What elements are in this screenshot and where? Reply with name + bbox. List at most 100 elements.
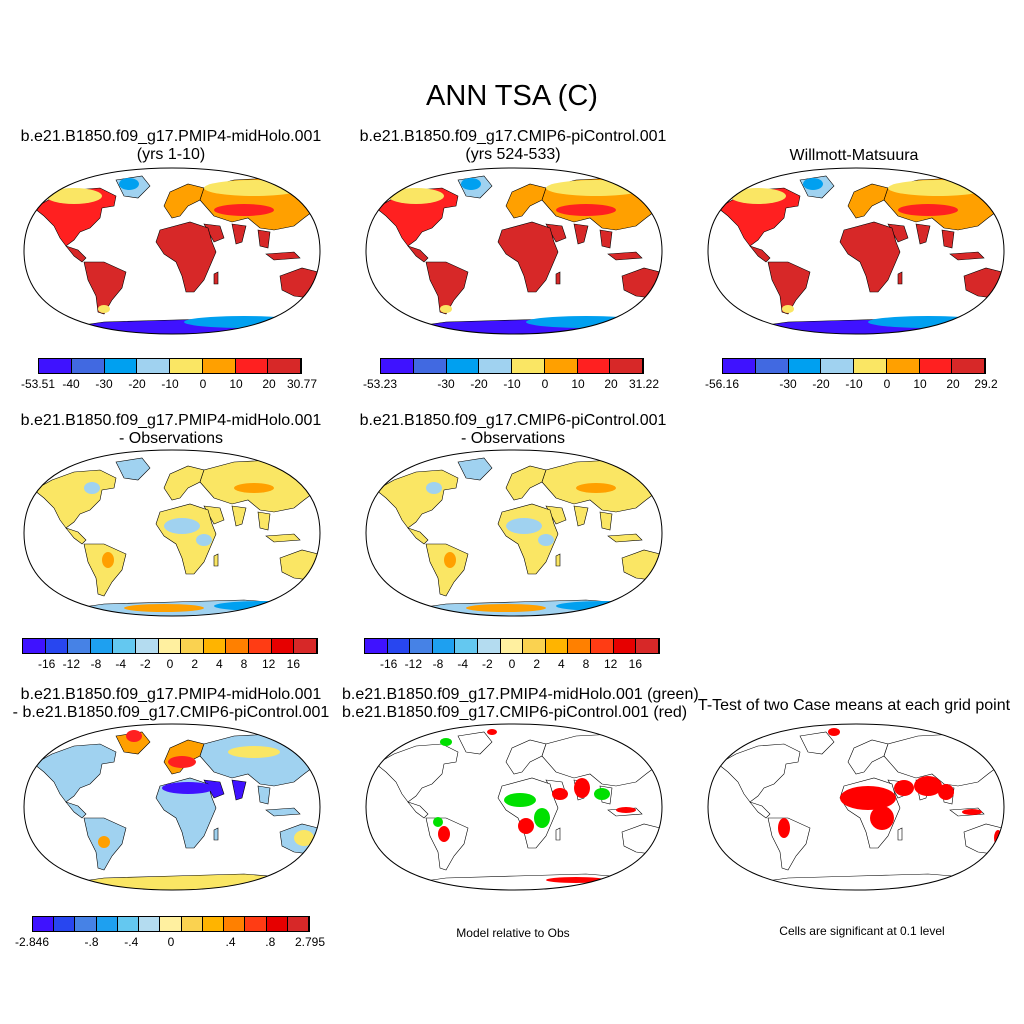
colorbar-tick-label: 20 (946, 377, 960, 391)
warm-europe (168, 756, 196, 768)
landmass-australia (621, 267, 662, 299)
sig-arabia (894, 780, 914, 796)
colorbar-box (75, 917, 97, 931)
landmass-centralAmerica (749, 245, 771, 263)
landmass-greenland (799, 731, 835, 755)
landmass-madagascar (555, 553, 561, 567)
map-content (33, 457, 320, 616)
landmass-seAsia (941, 229, 955, 249)
colorbar-tick-label: 16 (628, 657, 643, 671)
landmass-arabia (203, 505, 225, 525)
landmass-asia (541, 733, 662, 787)
landmass-indonesia (265, 533, 301, 543)
cold-antarctica-edge (526, 316, 646, 328)
colorbar-box (90, 639, 114, 653)
panel-6-title: b.e21.B1850.f09_g17.PMIP4-midHolo.001 - … (0, 686, 342, 722)
landmass-asia (199, 733, 320, 787)
landmass-greenland (457, 731, 493, 755)
colorbar-boxes (22, 638, 318, 654)
colorbar-tick-label: 2.795 (294, 935, 326, 949)
colorbar-box (413, 359, 447, 373)
landmass-africa (497, 221, 559, 293)
warm-central-asia (234, 483, 274, 493)
colorbar-box (139, 917, 161, 931)
red-indonesia (616, 807, 636, 813)
panel-4-title-line2: - Observations (118, 430, 224, 447)
colorbar-box (226, 639, 250, 653)
panel-5-title: b.e21.B1850.f09_g17.CMIP6-piControl.001 … (342, 412, 684, 448)
landmass-seAsia (599, 229, 613, 249)
note-significance: Cells are significant at 0.1 level (779, 924, 945, 938)
colorbar-box (45, 639, 69, 653)
panel-2-title: b.e21.B1850.f09_g17.CMIP6-piControl.001 … (342, 128, 684, 164)
cold-siberia (204, 180, 304, 196)
panel-6-title-line1: b.e21.B1850.f09_g17.PMIP4-midHolo.001 (20, 686, 322, 703)
panel-8-title-line1: T-Test of two Case means at each grid po… (697, 697, 1011, 714)
colorbar-box (203, 639, 227, 653)
landmass-seAsia (257, 511, 271, 531)
colorbar-box (500, 639, 524, 653)
colorbar-box (181, 639, 204, 653)
warm-central-asia (214, 204, 274, 216)
colorbar-box (158, 639, 182, 653)
landmass-centralAmerica (65, 527, 87, 545)
landmass-southAmerica (83, 543, 127, 597)
panel-5-title-line1: b.e21.B1850.f09_g17.CMIP6-piControl.001 (359, 412, 667, 429)
landmass-india (915, 223, 931, 245)
panel-5-title-line2: - Observations (460, 430, 566, 447)
map-globe-outline (23, 723, 321, 891)
map-globe-outline (365, 723, 663, 891)
red-amazon (438, 826, 450, 842)
panel-4-title-line1: b.e21.B1850.f09_g17.PMIP4-midHolo.001 (20, 412, 322, 429)
landmass-australia (279, 267, 320, 299)
colorbar-boxes (32, 916, 310, 932)
colorbar-box (723, 359, 756, 373)
landmass-centralAmerica (407, 245, 429, 263)
colorbar-box (854, 359, 887, 373)
cool-patagonia (98, 305, 110, 313)
sig-australia-east (994, 830, 1002, 846)
map-globe-outline (23, 167, 321, 335)
landmass-europe (505, 183, 547, 219)
colorbar-tick-label: -16 (379, 657, 398, 671)
landmass-centralAmerica (65, 245, 87, 263)
landmass-centralAmerica (407, 801, 429, 819)
colorbar-box (755, 359, 789, 373)
landmass-indonesia (607, 533, 643, 543)
colorbar-tick-label: 2 (191, 657, 198, 671)
colorbar-box (160, 917, 182, 931)
colorbar-tick-label: -10 (503, 377, 521, 391)
colorbar-box (446, 359, 480, 373)
cold-siberia (888, 180, 988, 196)
colorbar-tick-label: -53.23 (362, 377, 398, 391)
colorbar-3: -56.16 -30 -20 -10 0 10 20 29.2 (705, 358, 998, 391)
map-panel-4 (23, 449, 321, 617)
colorbar-tick-label: -53.51 (20, 377, 56, 391)
map-content (717, 728, 1004, 890)
landmass-northAmerica (375, 469, 459, 529)
colorbar-box (181, 917, 203, 931)
landmass-indonesia (265, 251, 301, 261)
sig-se-asia (938, 784, 954, 800)
colorbar-tick-label: -20 (128, 377, 146, 391)
colorbar-tick-label: 0 (199, 377, 207, 391)
warm-australia (294, 830, 314, 846)
colorbar-box (96, 917, 118, 931)
colorbar-box (249, 639, 272, 653)
landmass-centralAmerica (65, 801, 87, 819)
landmass-africa (497, 777, 559, 849)
map-panel-8 (707, 723, 1005, 891)
cool-canada (426, 482, 442, 494)
map-globe-outline (365, 449, 663, 617)
colorbar-boxes (380, 358, 644, 374)
sig-greenland (828, 728, 840, 736)
landmass-australia (621, 549, 662, 581)
map-panel-7 (365, 723, 663, 891)
cool-canada (84, 482, 100, 494)
map-globe-outline (23, 449, 321, 617)
cold-north-america (730, 188, 786, 204)
landmass-antarctica (745, 873, 1004, 890)
colorbar-box (113, 639, 137, 653)
landmass-northAmerica (33, 469, 117, 529)
landmass-europe (847, 183, 889, 219)
